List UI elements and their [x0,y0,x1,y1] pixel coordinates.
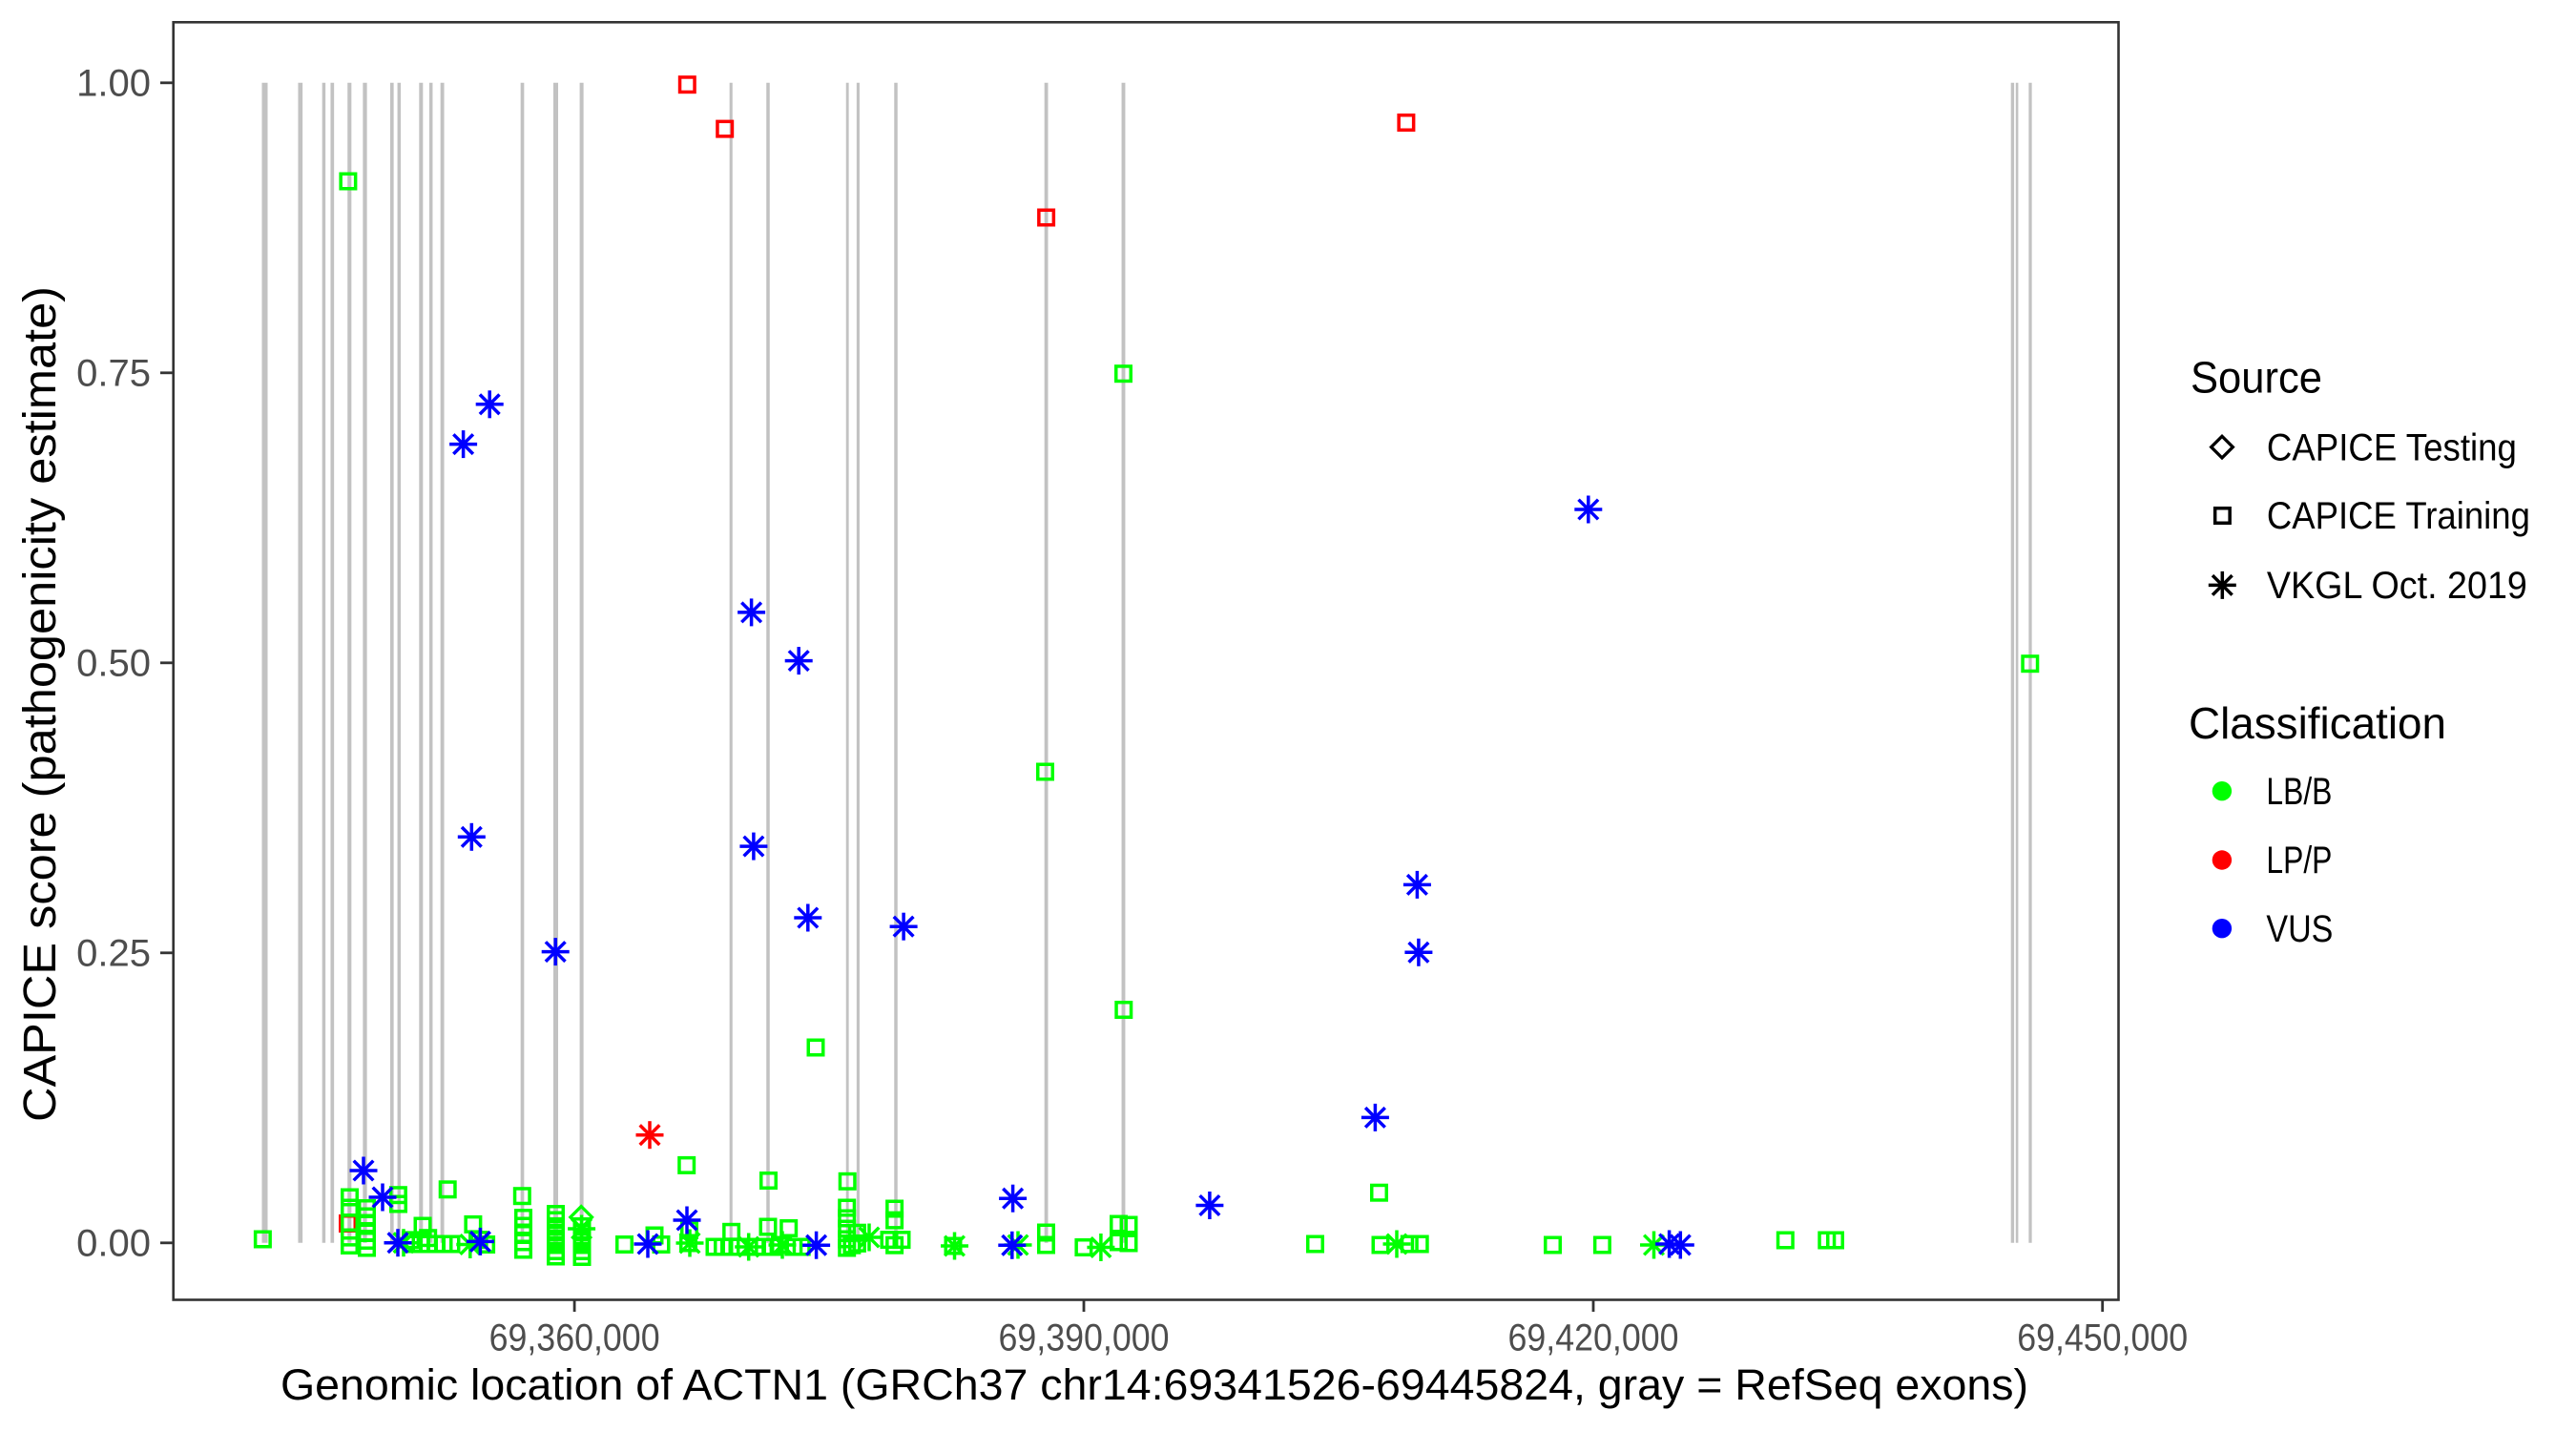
svg-text:0.00: 0.00 [76,1223,151,1265]
svg-text:Genomic location of ACTN1 (GRC: Genomic location of ACTN1 (GRCh37 chr14:… [280,1360,2028,1409]
svg-text:1.00: 1.00 [76,63,151,105]
svg-text:69,360,000: 69,360,000 [489,1317,660,1359]
svg-text:CAPICE Testing: CAPICE Testing [2267,426,2517,468]
svg-text:69,390,000: 69,390,000 [999,1317,1170,1359]
svg-text:0.25: 0.25 [76,933,151,975]
svg-text:69,450,000: 69,450,000 [2017,1317,2188,1359]
svg-text:69,420,000: 69,420,000 [1508,1317,1679,1359]
svg-text:0.75: 0.75 [76,353,151,395]
svg-text:Source: Source [2191,352,2322,402]
svg-text:CAPICE score (pathogenicity es: CAPICE score (pathogenicity estimate) [15,286,66,1122]
svg-text:Classification: Classification [2189,698,2446,748]
svg-text:VKGL Oct. 2019: VKGL Oct. 2019 [2267,565,2527,607]
svg-text:CAPICE Training: CAPICE Training [2267,495,2530,537]
svg-text:LB/B: LB/B [2266,771,2332,813]
svg-text:VUS: VUS [2266,908,2333,950]
svg-text:LP/P: LP/P [2266,840,2332,881]
svg-text:0.50: 0.50 [76,643,151,685]
